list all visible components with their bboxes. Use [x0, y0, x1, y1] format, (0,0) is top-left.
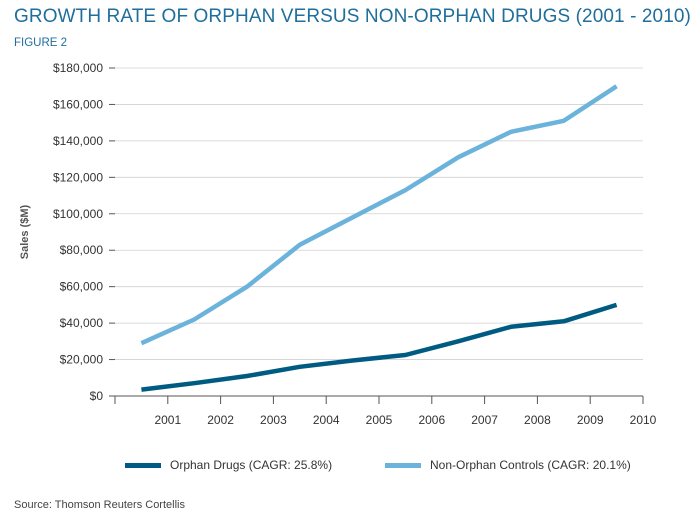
y-tick-label: $80,000: [60, 243, 104, 257]
y-tick-label: $40,000: [60, 316, 104, 330]
series-line-1: [140, 84, 618, 346]
y-tick-label: $180,000: [53, 61, 103, 75]
figure-label: FIGURE 2: [14, 37, 68, 49]
source-note: Source: Thomson Reuters Cortellis: [14, 499, 185, 511]
y-tick-label: $100,000: [53, 207, 103, 221]
x-tick-label: 2002: [207, 413, 234, 427]
line-chart: $0 $20,000 $40,000 $60,000 $80,000 $100,000 $1…: [19, 61, 657, 427]
y-tick-label: $140,000: [53, 134, 103, 148]
legend-swatch-orphan: [125, 462, 161, 468]
x-tick-label: 2010: [630, 413, 657, 427]
legend: Orphan Drugs (CAGR: 25.8%) Non-Orphan Co…: [0, 458, 695, 478]
x-tick-label: 2003: [260, 413, 287, 427]
legend-item-orphan: Orphan Drugs (CAGR: 25.8%): [125, 458, 332, 472]
gridlines: [115, 67, 643, 397]
legend-label-orphan: Orphan Drugs (CAGR: 25.8%): [170, 458, 333, 472]
y-tick-label: $0: [90, 389, 104, 403]
x-axis-ticks: 2001 2002 2003 2004 2005 2006 2007 2008 2009 2010: [114, 396, 657, 427]
legend-swatch-non-orphan: [385, 462, 421, 468]
x-tick-label: 2005: [366, 413, 393, 427]
x-tick-label: 2001: [154, 413, 181, 427]
y-axis-ticks: $0 $20,000 $40,000 $60,000 $80,000 $100,000 $1…: [53, 61, 115, 403]
y-tick-label: $160,000: [53, 97, 103, 111]
y-tick-label: $60,000: [60, 280, 104, 294]
x-tick-label: 2009: [577, 413, 604, 427]
y-tick-label: $20,000: [60, 353, 104, 367]
y-axis-title: Sales ($M): [19, 204, 31, 259]
series-lines: [140, 84, 618, 392]
y-tick-label: $120,000: [53, 170, 103, 184]
x-tick-label: 2006: [418, 413, 445, 427]
legend-label-non-orphan: Non-Orphan Controls (CAGR: 20.1%): [430, 458, 631, 472]
series-line-0: [141, 302, 618, 392]
x-tick-label: 2008: [524, 413, 551, 427]
x-tick-label: 2004: [313, 413, 340, 427]
legend-item-non-orphan: Non-Orphan Controls (CAGR: 20.1%): [385, 458, 631, 472]
chart-title: GROWTH RATE OF ORPHAN VERSUS NON-ORPHAN …: [14, 6, 691, 27]
x-tick-label: 2007: [471, 413, 498, 427]
